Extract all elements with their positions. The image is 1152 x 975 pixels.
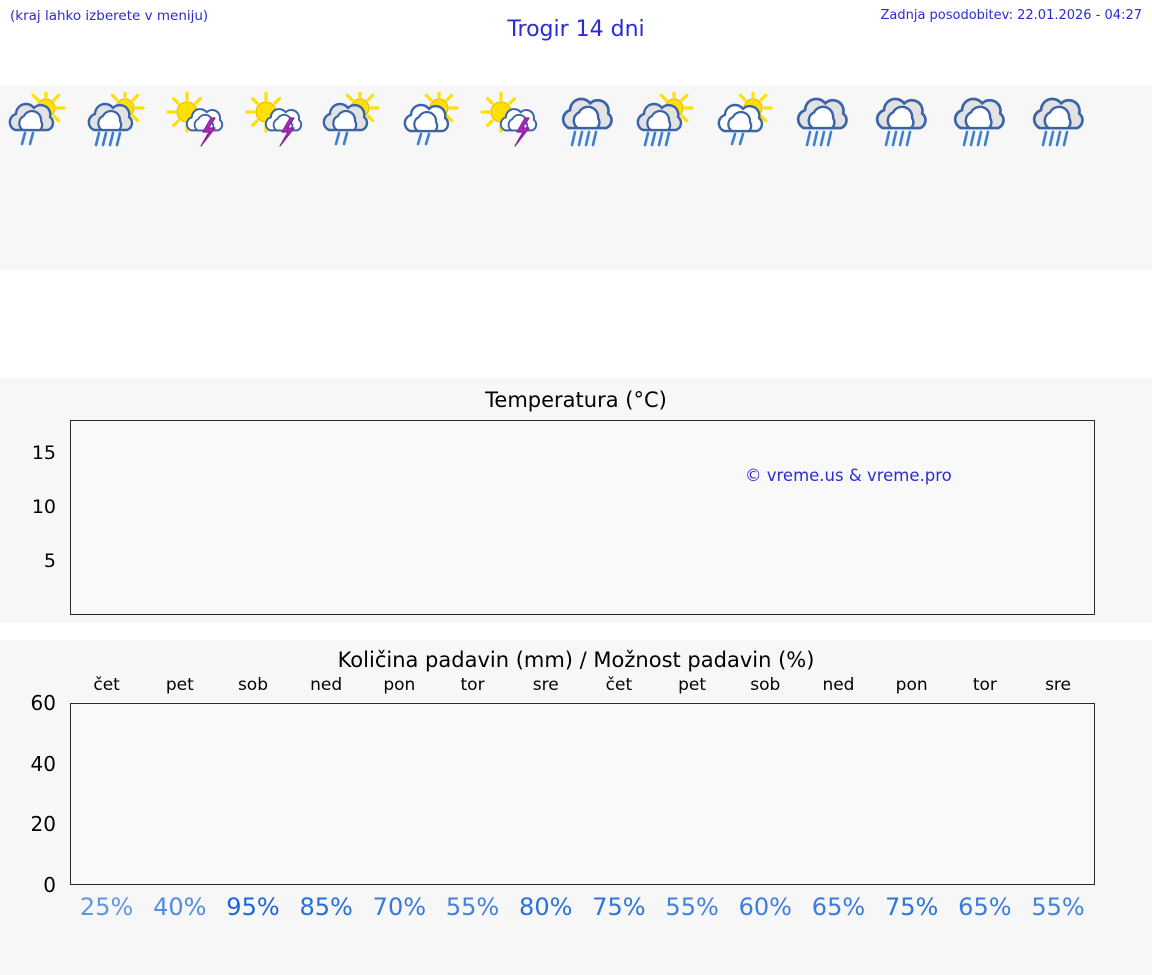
day-column[interactable]: [471, 85, 550, 270]
sun-cloud-heavyrain-icon: [636, 92, 698, 148]
precipitation-probability: 80%: [519, 893, 573, 921]
precipitation-day-label: tor: [460, 675, 485, 695]
precipitation-probability: 25%: [79, 893, 134, 921]
precipitation-probability: 55%: [1031, 893, 1085, 921]
day-column[interactable]: [942, 85, 1021, 270]
precipitation-probability: 75%: [592, 893, 646, 921]
precipitation-day-label: pon: [383, 675, 416, 695]
precipitation-probability: 55%: [665, 893, 719, 921]
temperature-plot: [70, 420, 1095, 615]
page-title: Trogir 14 dni: [507, 17, 645, 42]
precipitation-probability: 55%: [445, 893, 500, 921]
precipitation-probability-row: 25% 40% 95% 85% 70% 55% 80% 75% 55% 60% 65% 75% 65% 5…: [70, 893, 1095, 927]
precipitation-day-label: pet: [678, 675, 707, 695]
day-column[interactable]: [707, 85, 786, 270]
day-column[interactable]: [79, 85, 158, 270]
precipitation-probability: 75%: [884, 893, 939, 921]
precipitation-day-label: pon: [895, 675, 928, 695]
precipitation-day-label: ned: [310, 675, 343, 695]
sun-cloud-thunder-icon: [479, 92, 541, 148]
precipitation-chart-title: Količina padavin (mm) / Možnost padavin …: [337, 648, 815, 672]
day-column[interactable]: [628, 85, 707, 270]
sun-cloud-thunder-icon: [244, 92, 306, 148]
precipitation-probability: 70%: [372, 893, 427, 921]
sun-whitecloud-rain-icon: [715, 92, 777, 148]
day-column[interactable]: [785, 85, 864, 270]
temperature-y-tick: 15: [31, 441, 56, 464]
cloud-heavyrain-icon: [872, 92, 934, 148]
copyright-label: © vreme.us & vreme.pro: [745, 466, 952, 485]
temperature-plot-background: [70, 420, 1095, 615]
precipitation-probability: 95%: [226, 893, 280, 921]
precipitation-day-label: sre: [1045, 675, 1071, 695]
precipitation-plot-background: [70, 703, 1095, 885]
precipitation-probability: 65%: [958, 893, 1012, 921]
daily-forecast-strip: [0, 85, 1152, 270]
sun-cloud-rain-icon: [8, 92, 70, 148]
day-column[interactable]: [314, 85, 393, 270]
precipitation-plot: [70, 703, 1095, 885]
precipitation-day-label: tor: [972, 675, 997, 695]
day-column[interactable]: [1021, 85, 1100, 270]
precipitation-day-label: čet: [93, 675, 120, 695]
cloud-heavyrain-icon: [950, 92, 1012, 148]
day-column[interactable]: [550, 85, 629, 270]
precipitation-day-label: sob: [750, 675, 781, 695]
top-bar: (kraj lahko izberete v meniju) Trogir 14…: [0, 0, 1152, 46]
temperature-y-tick: 5: [43, 549, 56, 572]
cloud-heavyrain-icon: [558, 92, 620, 148]
last-updated-label: Zadnja posodobitev: 22.01.2026 - 04:27: [880, 8, 1142, 23]
sun-cloud-rain-icon: [322, 92, 384, 148]
precipitation-day-label: čet: [605, 675, 633, 695]
precipitation-day-label: ned: [822, 675, 855, 695]
temperature-y-axis: 5 10 15: [0, 420, 64, 615]
cloud-heavyrain-icon: [793, 92, 855, 148]
day-column[interactable]: [864, 85, 943, 270]
precipitation-probability: 40%: [153, 893, 207, 921]
precipitation-day-label: pet: [165, 675, 194, 695]
day-column[interactable]: [157, 85, 236, 270]
day-column[interactable]: [393, 85, 472, 270]
precipitation-y-tick: 0: [43, 873, 56, 897]
sun-whitecloud-rain-icon: [401, 92, 463, 148]
sun-cloud-heavyrain-icon: [87, 92, 149, 148]
sun-cloud-thunder-icon: [165, 92, 227, 148]
precipitation-y-tick: 40: [30, 751, 56, 776]
temperature-chart-title: Temperatura (°C): [485, 388, 667, 412]
precipitation-day-labels: čet pet sob ned pon tor sre čet pet sob ned pon tor s…: [70, 675, 1095, 699]
temperature-y-tick: 10: [31, 495, 56, 518]
precipitation-probability: 60%: [738, 893, 792, 921]
precipitation-probability: 65%: [811, 893, 866, 921]
cloud-heavyrain-icon: [1029, 92, 1091, 148]
menu-hint-label: (kraj lahko izberete v meniju): [10, 8, 209, 24]
precipitation-y-axis: 0 20 40 60: [0, 691, 64, 897]
day-column[interactable]: [236, 85, 315, 270]
precipitation-day-label: sre: [532, 675, 559, 695]
precipitation-day-label: sob: [237, 675, 268, 695]
precipitation-y-tick: 20: [30, 812, 56, 837]
precipitation-y-tick: 60: [30, 691, 56, 715]
day-column[interactable]: [0, 85, 79, 270]
precipitation-probability: 85%: [299, 893, 353, 921]
